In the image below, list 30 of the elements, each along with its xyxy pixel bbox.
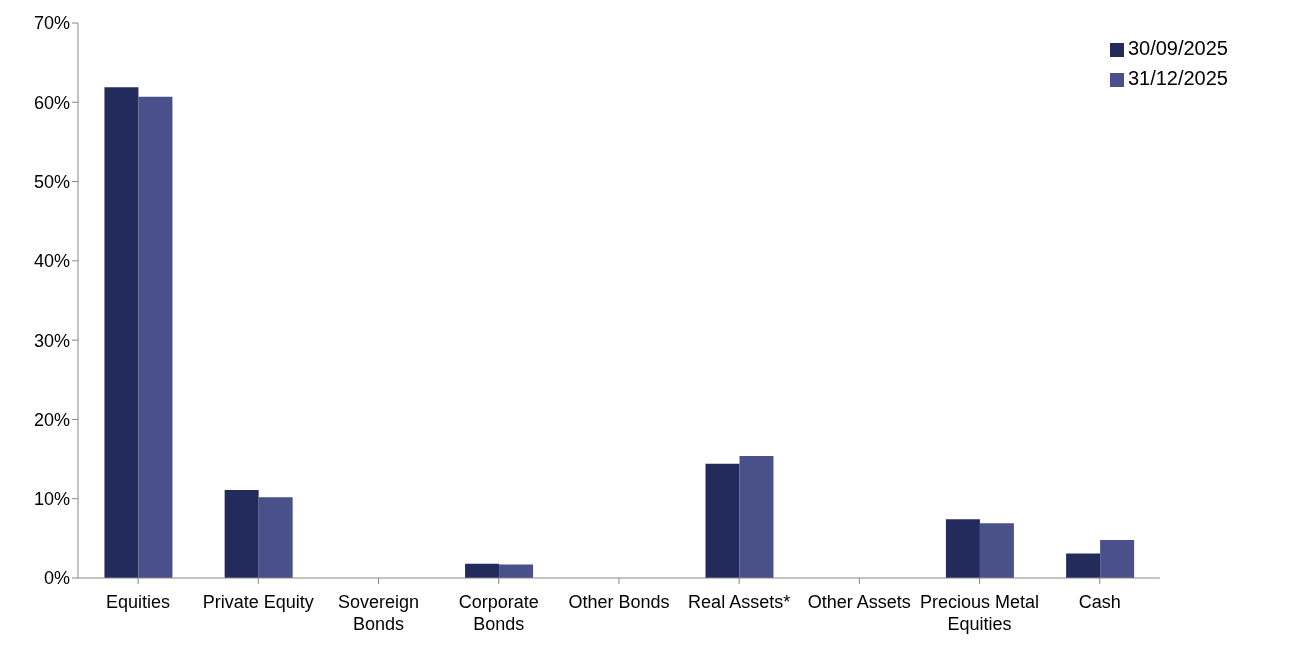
bar [224, 489, 259, 578]
bar [465, 563, 500, 578]
bar [138, 96, 173, 578]
y-tick-label: 40% [33, 251, 70, 272]
y-tick-label: 10% [33, 489, 70, 510]
y-tick-label: 0% [43, 568, 70, 589]
x-tick-label: Equities [106, 592, 171, 612]
x-tick-label: Cash [1078, 592, 1121, 612]
x-tick-label: Sovereign Bonds [337, 592, 420, 634]
x-tick-label: Private Equity [202, 592, 314, 612]
x-tick-label: Precious Metal Equities [920, 592, 1040, 634]
legend-label: 30/09/2025 [1127, 37, 1228, 59]
legend-label: 31/12/2025 [1127, 67, 1228, 89]
x-tick-label: Other Bonds [568, 592, 670, 612]
bar [1100, 539, 1135, 578]
bar [104, 87, 139, 578]
y-tick-label: 50% [33, 171, 70, 192]
bar [258, 497, 293, 578]
y-tick-label: 30% [33, 330, 70, 351]
bar [739, 455, 774, 578]
bar [705, 463, 740, 578]
bar [1066, 553, 1101, 578]
x-tick-label: Corporate Bonds [458, 592, 539, 634]
y-tick-label: 60% [33, 92, 70, 113]
y-tick-label: 20% [33, 409, 70, 430]
bar [945, 519, 980, 578]
x-tick-label: Real Assets* [688, 592, 791, 612]
x-tick-label: Other Assets [807, 592, 911, 612]
bar [979, 523, 1014, 578]
y-tick-label: 70% [33, 13, 70, 34]
